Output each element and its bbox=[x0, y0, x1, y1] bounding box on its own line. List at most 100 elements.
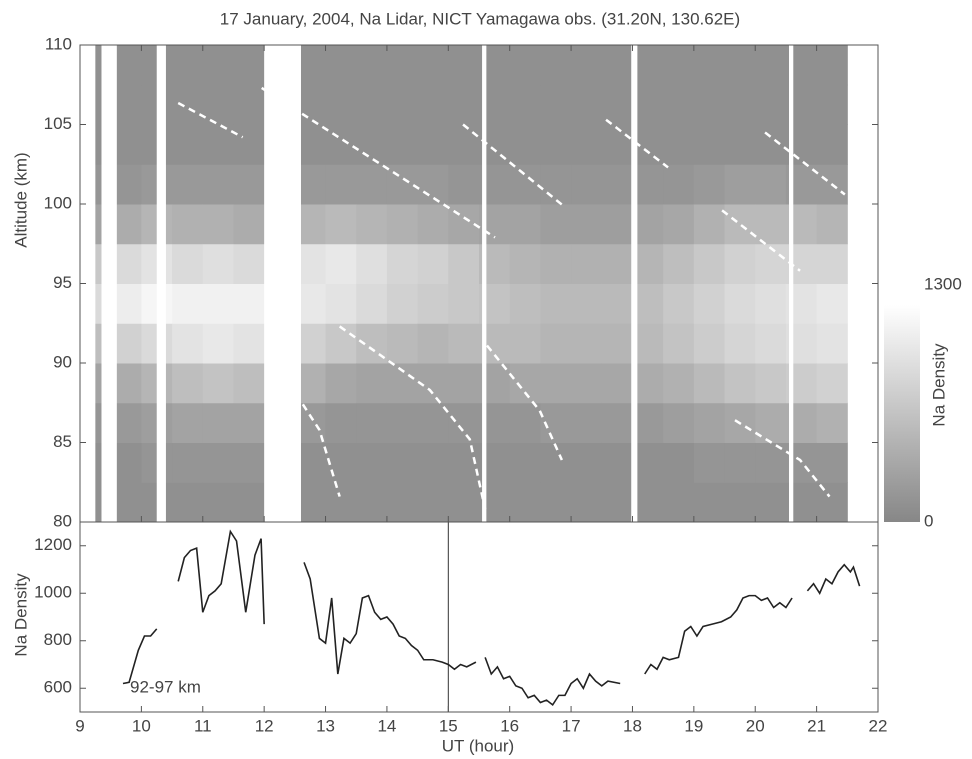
heatmap-cell bbox=[509, 283, 541, 324]
x-tick-label: 15 bbox=[439, 716, 458, 735]
heatmap-cell bbox=[509, 442, 541, 483]
heatmap-cell bbox=[632, 84, 664, 125]
heatmap-cell bbox=[172, 84, 204, 125]
heatmap-cell bbox=[325, 204, 357, 245]
heatmap-cell bbox=[386, 204, 419, 245]
heatmap-cell bbox=[755, 45, 787, 86]
heatmap-cell bbox=[172, 482, 204, 523]
heatmap-cell bbox=[448, 283, 480, 324]
heatmap-cell bbox=[448, 124, 480, 165]
heatmap-cell bbox=[202, 442, 234, 483]
heatmap-cell bbox=[632, 482, 664, 523]
heatmap-cell bbox=[663, 482, 695, 523]
heatmap-cell bbox=[755, 402, 787, 443]
heatmap-cell bbox=[325, 164, 357, 205]
heatmap-cell bbox=[724, 442, 756, 483]
dashed-line bbox=[301, 403, 341, 497]
heatmap-cell bbox=[172, 124, 204, 165]
data-gap bbox=[631, 45, 638, 522]
heatmap-cell bbox=[356, 84, 388, 125]
heatmap-cell bbox=[601, 363, 633, 404]
y-axis-label: Altitude (km) bbox=[11, 152, 30, 247]
heatmap-cell bbox=[172, 442, 204, 483]
heatmap-cell bbox=[724, 124, 756, 165]
dashed-line bbox=[261, 86, 496, 239]
heatmap-cell bbox=[540, 243, 572, 284]
heatmap-cell bbox=[663, 164, 695, 205]
heatmap-cell bbox=[816, 363, 848, 404]
heatmap-cell bbox=[571, 363, 603, 404]
heatmap-cell bbox=[356, 283, 388, 324]
heatmap-cell bbox=[509, 45, 541, 86]
heatmap-cell bbox=[601, 482, 633, 523]
x-tick-label: 11 bbox=[194, 716, 212, 735]
heatmap-cell bbox=[356, 402, 388, 443]
heatmap-cell bbox=[693, 402, 726, 443]
heatmap-cell bbox=[632, 283, 664, 324]
x-tick-label: 16 bbox=[500, 716, 519, 735]
heatmap-cell bbox=[233, 482, 265, 523]
heatmap-cell bbox=[202, 45, 234, 86]
heatmap-cell bbox=[325, 363, 357, 404]
heatmap-cell bbox=[816, 442, 848, 483]
heatmap-cell bbox=[417, 402, 449, 443]
x-tick-label: 17 bbox=[562, 716, 581, 735]
heatmap-cell bbox=[509, 124, 541, 165]
heatmap-cell bbox=[693, 164, 726, 205]
heatmap-cell bbox=[172, 323, 204, 364]
heatmap-cell bbox=[571, 124, 603, 165]
dashed-line bbox=[605, 118, 669, 169]
heatmap-cell bbox=[755, 164, 787, 205]
heatmap-cell bbox=[632, 164, 664, 205]
data-gap bbox=[80, 45, 96, 522]
heatmap-cell bbox=[540, 164, 572, 205]
heatmap-cell bbox=[233, 124, 265, 165]
heatmap-cell bbox=[755, 363, 787, 404]
colorbar bbox=[884, 305, 920, 522]
heatmap-cell bbox=[417, 283, 449, 324]
heatmap-cell bbox=[601, 402, 633, 443]
heatmap-cell bbox=[233, 323, 265, 364]
heatmap-cell bbox=[693, 45, 726, 86]
heatmap-cell bbox=[356, 243, 388, 284]
heatmap-cell bbox=[325, 45, 357, 86]
heatmap-cell bbox=[417, 363, 449, 404]
heatmap-cell bbox=[325, 482, 357, 523]
heatmap-cell bbox=[386, 283, 419, 324]
heatmap-cell bbox=[693, 442, 726, 483]
x-tick-label: 22 bbox=[869, 716, 888, 735]
heatmap-cell bbox=[172, 402, 204, 443]
heatmap-cell bbox=[356, 482, 388, 523]
heatmap-cell bbox=[755, 84, 787, 125]
heatmap-cell bbox=[816, 124, 848, 165]
heatmap-cell bbox=[417, 164, 449, 205]
heatmap-cell bbox=[540, 482, 572, 523]
heatmap-cell bbox=[571, 323, 603, 364]
data-gap bbox=[156, 45, 166, 522]
heatmap-cell bbox=[601, 323, 633, 364]
heatmap-cell bbox=[693, 84, 726, 125]
heatmap-cell bbox=[724, 45, 756, 86]
heatmap-cell bbox=[172, 283, 204, 324]
heatmap-cell bbox=[509, 164, 541, 205]
heatmap-cell bbox=[693, 124, 726, 165]
heatmap-cell bbox=[663, 283, 695, 324]
heatmap-cell bbox=[356, 442, 388, 483]
heatmap-cell bbox=[663, 84, 695, 125]
y-tick-label: 95 bbox=[53, 273, 72, 292]
heatmap-cell bbox=[816, 402, 848, 443]
colorbar-label: Na Density bbox=[929, 343, 948, 427]
heatmap-cell bbox=[601, 84, 633, 125]
heatmap-cell bbox=[632, 45, 664, 86]
heatmap-cell bbox=[540, 323, 572, 364]
heatmap-cell bbox=[601, 164, 633, 205]
heatmap-cell bbox=[724, 323, 756, 364]
heatmap-cell bbox=[755, 204, 787, 245]
heatmap-cell bbox=[172, 164, 204, 205]
heatmap-cell bbox=[663, 124, 695, 165]
heatmap-cell bbox=[202, 243, 234, 284]
heatmap-cell bbox=[172, 45, 204, 86]
dashed-line bbox=[764, 131, 846, 196]
heatmap-cell bbox=[386, 402, 419, 443]
